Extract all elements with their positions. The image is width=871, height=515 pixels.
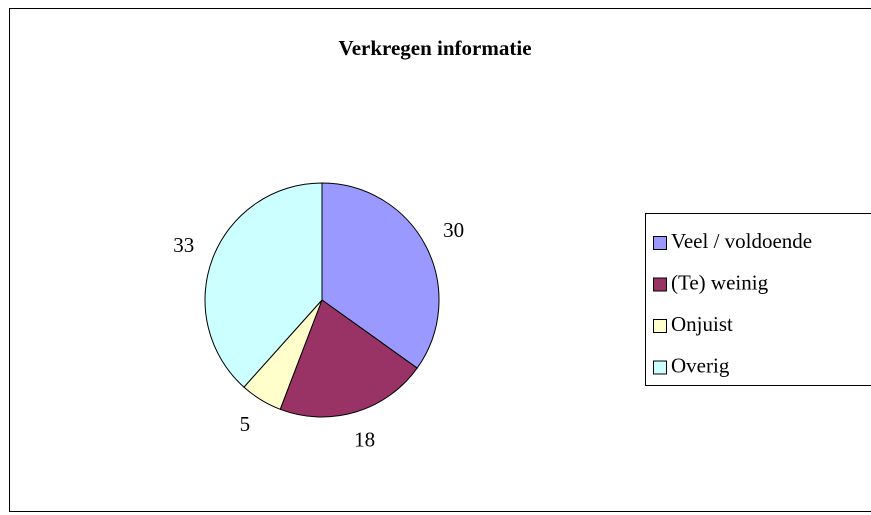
pie-slice (279, 299, 418, 418)
chart-title: Verkregen informatie (338, 36, 531, 60)
legend-swatch (653, 360, 667, 375)
data-label: 5 (240, 412, 251, 436)
legend-box (645, 213, 871, 386)
legend-label: Veel / voldoende (671, 229, 812, 253)
legend-label: Overig (671, 353, 730, 377)
legend-swatch (653, 277, 667, 292)
legend-label: (Te) weinig (671, 270, 769, 294)
data-label: 30 (443, 218, 464, 242)
data-label: 18 (354, 428, 375, 452)
legend-label: Onjuist (671, 312, 733, 336)
data-label: 33 (173, 233, 194, 257)
pie-slice (321, 182, 440, 369)
legend-swatch (653, 319, 667, 333)
pie-slice (204, 182, 323, 388)
legend-swatch (653, 236, 667, 250)
